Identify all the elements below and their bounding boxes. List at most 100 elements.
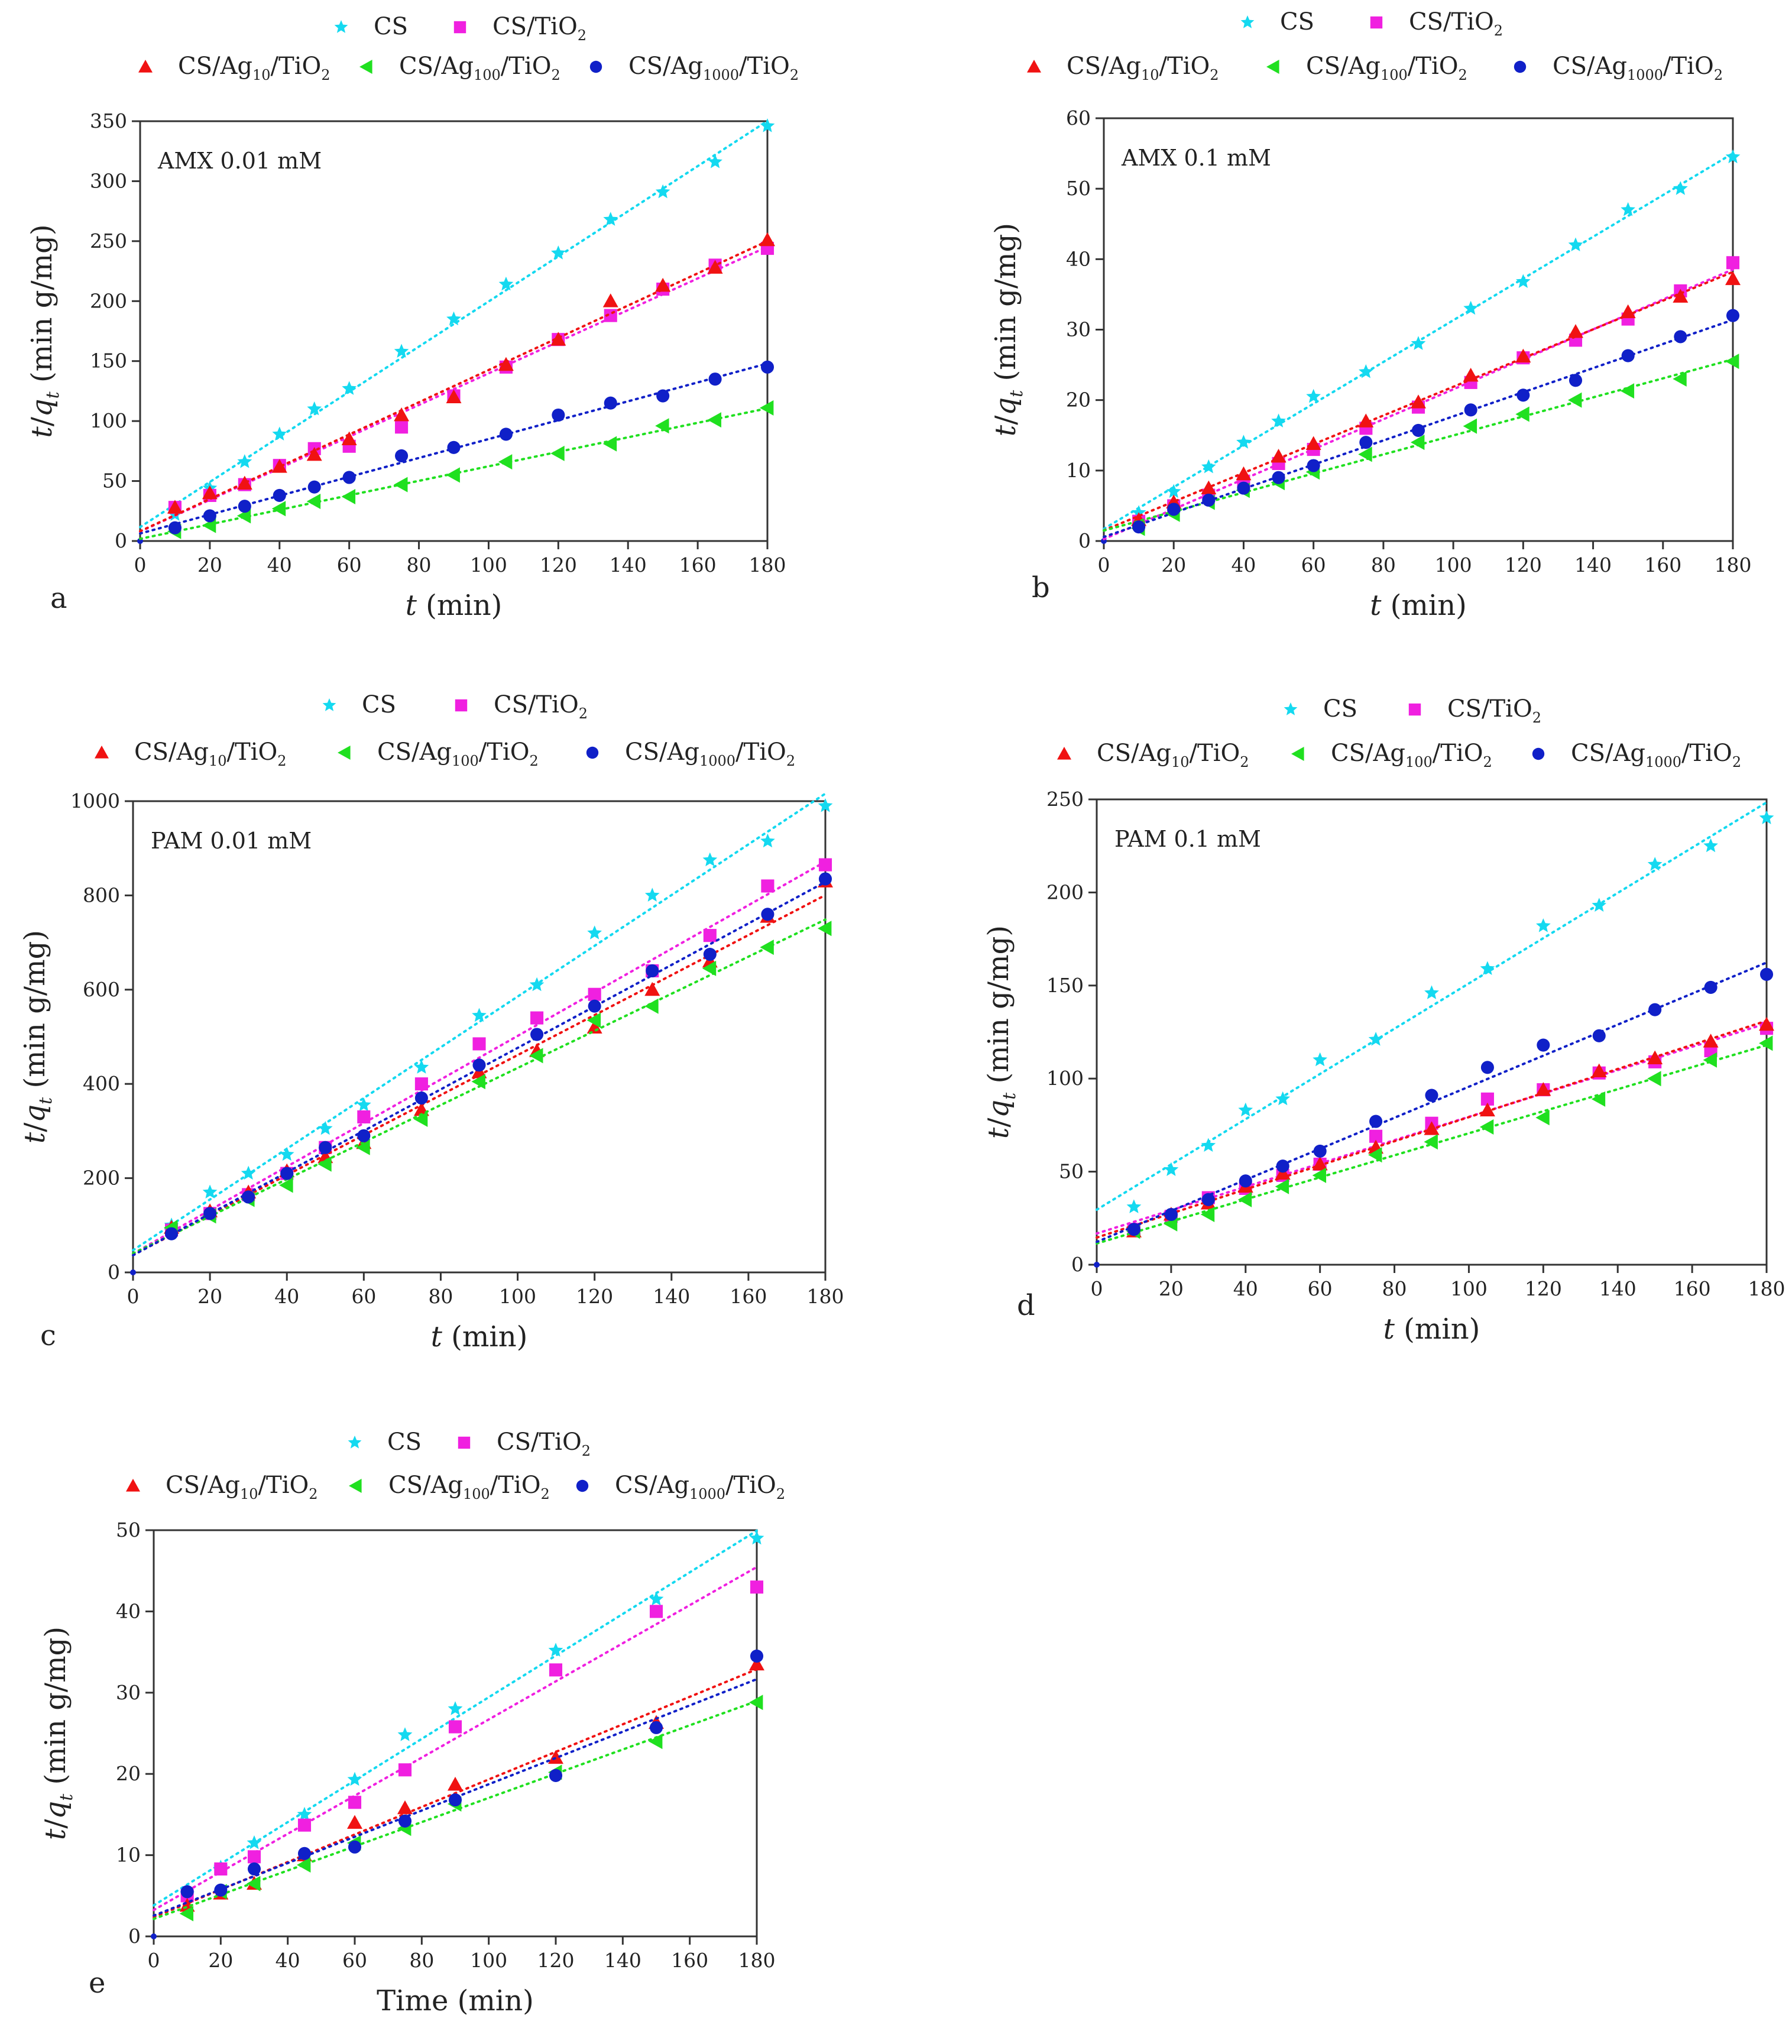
legend-label: CS/TiO2 xyxy=(492,13,586,44)
data-point xyxy=(644,998,659,1014)
y-axis-title: t/qt (min g/mg) xyxy=(25,224,63,438)
data-point xyxy=(279,1177,293,1193)
data-point xyxy=(319,1141,332,1154)
legend-marker xyxy=(349,1479,362,1493)
data-point xyxy=(750,1649,764,1663)
legend-label: CS/Ag10/TiO2 xyxy=(178,53,330,83)
y-tick-label: 0 xyxy=(128,1925,141,1948)
data-point xyxy=(655,184,670,199)
x-axis-title: t (min) xyxy=(406,589,503,622)
x-tick-label: 120 xyxy=(576,1285,613,1308)
data-point xyxy=(529,977,545,992)
data-point xyxy=(649,1721,663,1734)
panel-label: a xyxy=(50,582,67,615)
data-point xyxy=(1411,336,1426,350)
data-point xyxy=(348,1840,362,1854)
data-point xyxy=(446,467,460,483)
y-tick-label: 150 xyxy=(90,349,127,372)
data-point xyxy=(1480,961,1495,975)
data-point xyxy=(656,389,670,403)
chart-panel-a: 0 20 40 60 80 100 120 140 160 180 0 50 100 150 200 250 3… xyxy=(25,13,799,622)
legend-label: CS/TiO2 xyxy=(494,691,588,722)
data-point xyxy=(167,500,183,514)
x-tick-label: 40 xyxy=(276,1949,300,1972)
legend-marker xyxy=(348,1436,362,1449)
data-point xyxy=(179,1906,194,1922)
y-tick-label: 200 xyxy=(83,1167,120,1190)
data-point xyxy=(342,471,356,484)
data-point xyxy=(1369,1115,1383,1128)
data-point xyxy=(1368,1032,1383,1046)
data-point xyxy=(1703,1052,1717,1068)
data-point xyxy=(1359,436,1373,449)
data-point xyxy=(237,454,252,468)
data-point xyxy=(1620,304,1636,319)
x-tick-label: 80 xyxy=(407,553,432,576)
data-point xyxy=(1307,459,1320,472)
x-tick-label: 180 xyxy=(1748,1277,1785,1300)
y-tick-label: 200 xyxy=(90,289,127,312)
x-tick-label: 160 xyxy=(1674,1277,1711,1300)
legend-label: CS xyxy=(387,1428,422,1456)
series-cs-ag10-tio2 xyxy=(139,232,775,533)
data-point xyxy=(1479,1119,1494,1135)
chart-panel-e: 0 20 40 60 80 100 120 140 160 180 0 10 20 30 40 50 Time … xyxy=(39,1428,785,2017)
series-cs-ag1000-tio2 xyxy=(132,872,832,1257)
data-point xyxy=(1369,1129,1383,1143)
data-point xyxy=(397,1727,413,1741)
x-tick-label: 80 xyxy=(1371,553,1396,576)
y-tick-label: 1000 xyxy=(70,789,120,812)
y-tick-label: 10 xyxy=(116,1844,141,1867)
data-point xyxy=(1237,481,1250,495)
data-point xyxy=(1305,436,1321,450)
x-tick-label: 140 xyxy=(653,1285,690,1308)
data-point xyxy=(306,446,322,461)
x-tick-label: 80 xyxy=(428,1285,453,1308)
data-point xyxy=(180,1885,194,1899)
x-tick-label: 20 xyxy=(208,1949,233,1972)
x-tick-label: 60 xyxy=(1301,553,1326,576)
data-point xyxy=(203,1207,217,1220)
data-point xyxy=(1759,810,1774,824)
data-point xyxy=(760,940,774,955)
data-point xyxy=(602,436,617,452)
data-point xyxy=(1535,1082,1551,1096)
data-point xyxy=(649,1734,663,1750)
data-point xyxy=(446,311,461,326)
data-point xyxy=(549,1768,563,1782)
legend: CS CS/TiO2 CS/Ag10/TiO2 CS/Ag100/TiO2 CS/Ag1… xyxy=(1027,8,1723,83)
legend-label: CS/Ag1000/TiO2 xyxy=(615,1472,785,1502)
data-point xyxy=(530,1028,544,1041)
plot-frame xyxy=(153,1529,758,1938)
data-point xyxy=(247,1850,261,1864)
data-point xyxy=(498,357,514,371)
y-tick-label: 50 xyxy=(1059,1160,1084,1183)
legend-label: CS xyxy=(362,691,396,718)
legend-label: CS/Ag100/TiO2 xyxy=(1331,740,1492,770)
data-point xyxy=(1515,348,1531,363)
data-point xyxy=(1358,446,1372,462)
data-point xyxy=(347,1815,362,1829)
legend-label: CS/TiO2 xyxy=(1409,8,1503,39)
y-axis-title: t/qt (min g/mg) xyxy=(982,925,1020,1139)
data-point xyxy=(1673,289,1689,303)
y-tick-label: 100 xyxy=(90,409,127,432)
data-point xyxy=(1759,1035,1773,1051)
series-cs-ag1000-tio2 xyxy=(153,1649,764,1917)
y-tick-label: 200 xyxy=(1046,880,1084,903)
data-point xyxy=(1312,1157,1328,1171)
data-point xyxy=(1411,435,1425,451)
y-tick-label: 400 xyxy=(83,1072,120,1095)
x-tick-label: 100 xyxy=(499,1285,536,1308)
data-point xyxy=(550,332,566,346)
legend: CS CS/TiO2 CS/Ag10/TiO2 CS/Ag100/TiO2 CS/Ag1… xyxy=(126,1428,785,1502)
x-tick-label: 160 xyxy=(679,553,717,576)
legend-marker xyxy=(1408,703,1421,716)
data-point xyxy=(1647,1071,1661,1087)
origin-point xyxy=(130,1269,136,1275)
legend-label: CS/Ag10/TiO2 xyxy=(166,1472,318,1502)
data-point xyxy=(242,1190,255,1204)
x-tick-label: 20 xyxy=(197,553,222,576)
data-point xyxy=(247,1862,261,1876)
